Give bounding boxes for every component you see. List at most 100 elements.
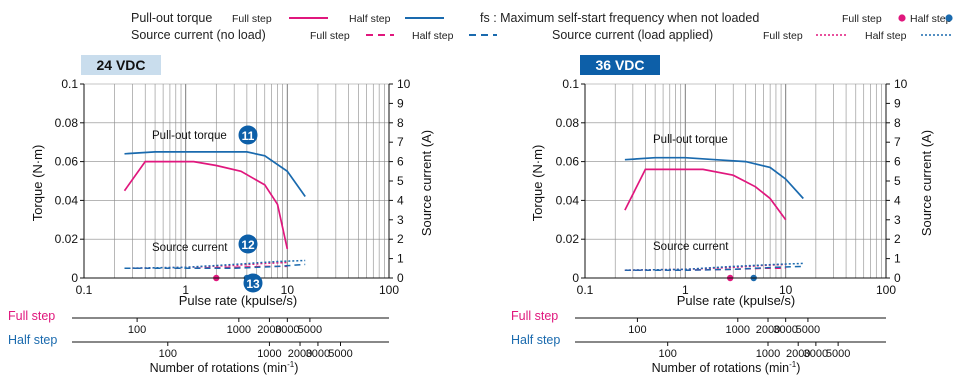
badge-12: 12 bbox=[238, 234, 258, 254]
badge-12-circle bbox=[238, 234, 258, 254]
chart-36vdc-y2label: Source current (A) bbox=[919, 130, 934, 236]
chart-24vdc-y2tick-label: 5 bbox=[397, 174, 404, 188]
chart-36vdc-annotation-source: Source current bbox=[653, 241, 729, 253]
chart-36vdc-series-5 bbox=[624, 262, 804, 271]
chart-24vdc-rot-half-tick-label: 100 bbox=[159, 348, 177, 360]
chart-36vdc-ytick-label: 0.08 bbox=[556, 116, 580, 130]
chart-24vdc-y2label: Source current (A) bbox=[419, 130, 434, 236]
chart-24vdc-rot-half-tick-label: 2000 bbox=[288, 348, 312, 360]
chart-36vdc-ytick-label: 0.02 bbox=[556, 232, 580, 246]
chart-36vdc-rot-half-tick-label: 100 bbox=[659, 348, 677, 360]
chart-24vdc-rot-half-tick-label: 5000 bbox=[328, 348, 352, 360]
chart-24vdc-y2tick-label: 8 bbox=[397, 116, 404, 130]
chart-36vdc-xtick-label: 10 bbox=[779, 283, 793, 297]
chart-24vdc-title-badge bbox=[81, 55, 161, 75]
chart-36vdc-y2tick-label: 6 bbox=[894, 155, 901, 169]
chart-36vdc: 36 VDC 00.020.040.060.080.10123456789100… bbox=[530, 55, 934, 308]
legend-load-full-label: Full step bbox=[763, 30, 803, 42]
chart-36vdc-y2tick-label: 0 bbox=[894, 271, 901, 285]
chart-36vdc-ytick-label: 0.1 bbox=[562, 77, 579, 91]
chart-24vdc-series bbox=[123, 151, 306, 282]
chart-24vdc-ytick-label: 0 bbox=[71, 271, 78, 285]
chart-24vdc-y2tick-label: 3 bbox=[397, 213, 404, 227]
chart-36vdc-y2tick-label: 10 bbox=[894, 77, 908, 91]
chart-36vdc-series bbox=[624, 156, 804, 282]
chart-36vdc-rot-full-tick-label: 100 bbox=[628, 324, 646, 336]
chart-24vdc-rot-full-tick-label: 2000 bbox=[257, 324, 281, 336]
chart-24vdc-ytick-label: 0.1 bbox=[61, 77, 78, 91]
chart-36vdc-ytick-label: 0.06 bbox=[556, 155, 580, 169]
chart-24vdc-y2tick-label: 6 bbox=[397, 155, 404, 169]
chart-24vdc-xlabel: Pulse rate (kpulse/s) bbox=[179, 293, 298, 308]
chart-36vdc-series-0 bbox=[624, 168, 787, 221]
badge-13-label: 13 bbox=[246, 277, 260, 291]
legend-fs-label: fs : Maximum self-start frequency when n… bbox=[480, 11, 759, 25]
chart-24vdc-y2tick-label: 4 bbox=[397, 193, 404, 207]
chart-36vdc-title-badge bbox=[580, 55, 660, 75]
legend-load-half-label: Half step bbox=[865, 30, 907, 42]
chart-24vdc-grid bbox=[83, 83, 390, 279]
chart-24vdc-ytick-label: 0.08 bbox=[55, 116, 79, 130]
rotation-24vdc-half-label: Half step bbox=[8, 333, 57, 347]
chart-24vdc-series-1 bbox=[124, 151, 306, 197]
chart-24vdc-y2tick-label: 1 bbox=[397, 252, 404, 266]
chart-24vdc-xtick-label: 0.1 bbox=[76, 283, 93, 297]
chart-24vdc-ytick-label: 0.02 bbox=[55, 232, 79, 246]
chart-24vdc-y2tick-label: 0 bbox=[397, 271, 404, 285]
chart-36vdc-xlabel: Pulse rate (kpulse/s) bbox=[677, 293, 796, 308]
badge-12-label: 12 bbox=[241, 238, 255, 252]
chart-24vdc: 24 VDC 00.020.040.060.080.10123456789100… bbox=[30, 55, 434, 308]
chart-36vdc-y2tick-label: 8 bbox=[894, 116, 901, 130]
chart-36vdc-y2tick-label: 9 bbox=[894, 96, 901, 110]
chart-36vdc-rot-half-tick-label: 3000 bbox=[804, 348, 828, 360]
chart-36vdc-ytick-label: 0 bbox=[572, 271, 579, 285]
legend-fs-full-dot bbox=[898, 14, 906, 22]
legend: Pull-out torque Full step Half step Sour… bbox=[131, 11, 953, 42]
chart-24vdc-annotation-source: Source current bbox=[152, 242, 228, 254]
chart-36vdc-grid bbox=[584, 83, 887, 279]
chart-24vdc-xtick-label: 1 bbox=[182, 283, 189, 297]
chart-36vdc-rot-full-tick-label: 3000 bbox=[773, 324, 797, 336]
chart-36vdc-xtick-label: 0.1 bbox=[577, 283, 594, 297]
rotation-36vdc-full-label: Full step bbox=[511, 309, 558, 323]
chart-24vdc-ytick-label: 0.04 bbox=[55, 193, 79, 207]
chart-24vdc-series-0 bbox=[123, 160, 289, 250]
chart-36vdc-series-1 bbox=[624, 156, 804, 200]
legend-pullout-label: Pull-out torque bbox=[131, 11, 212, 25]
chart-36vdc-y2tick-label: 4 bbox=[894, 193, 901, 207]
chart-36vdc-annotation-pullout: Pull-out torque bbox=[653, 134, 728, 146]
badge-11-circle bbox=[238, 125, 258, 145]
legend-noload-full-label: Full step bbox=[310, 30, 350, 42]
legend-noload-half-label: Half step bbox=[412, 30, 454, 42]
rotation-36vdc-axis-label: Number of rotations (min-1) bbox=[652, 360, 801, 375]
chart-36vdc-title: 36 VDC bbox=[595, 57, 644, 73]
chart-24vdc-rot-full-tick-label: 100 bbox=[128, 324, 146, 336]
chart-36vdc-rot-half-tick-label: 2000 bbox=[786, 348, 810, 360]
chart-36vdc-xtick-label: 1 bbox=[682, 283, 689, 297]
rotation-36vdc-half-label: Half step bbox=[511, 333, 560, 347]
chart-24vdc-y2tick-label: 2 bbox=[397, 232, 404, 246]
rotation-24vdc-full-label: Full step bbox=[8, 309, 55, 323]
chart-36vdc-y2tick-label: 7 bbox=[894, 135, 901, 149]
chart-24vdc-series-3 bbox=[124, 263, 306, 270]
chart-24vdc-y2tick-label: 9 bbox=[397, 96, 404, 110]
chart-24vdc-rot-full-tick-label: 3000 bbox=[275, 324, 299, 336]
chart-24vdc-xtick-label: 100 bbox=[379, 283, 399, 297]
rotation-24vdc-axis-label: Number of rotations (min-1) bbox=[150, 360, 299, 375]
chart-24vdc-ylabel: Torque (N·m) bbox=[30, 145, 45, 222]
rotation-scale-36vdc: Full step Half step Number of rotations … bbox=[511, 309, 886, 375]
badge-11-label: 11 bbox=[242, 129, 255, 143]
chart-36vdc-y2tick-label: 1 bbox=[894, 252, 901, 266]
chart-36vdc-ylabel: Torque (N·m) bbox=[530, 145, 545, 222]
chart-24vdc-rot-full-tick-label: 1000 bbox=[227, 324, 251, 336]
chart-36vdc-y2tick-label: 5 bbox=[894, 174, 901, 188]
chart-24vdc-annotation-pullout: Pull-out torque bbox=[152, 130, 227, 142]
legend-fs-half-dot bbox=[945, 14, 953, 22]
chart-24vdc-xtick-label: 10 bbox=[281, 283, 295, 297]
chart-24vdc-y2tick-label: 7 bbox=[397, 135, 404, 149]
chart-24vdc-rot-full-tick-label: 5000 bbox=[298, 324, 322, 336]
chart-36vdc-xtick-label: 100 bbox=[876, 283, 896, 297]
chart-36vdc-rot-half-tick-label: 5000 bbox=[826, 348, 850, 360]
rotation-scale-24vdc: Full step Half step Number of rotations … bbox=[8, 309, 389, 375]
